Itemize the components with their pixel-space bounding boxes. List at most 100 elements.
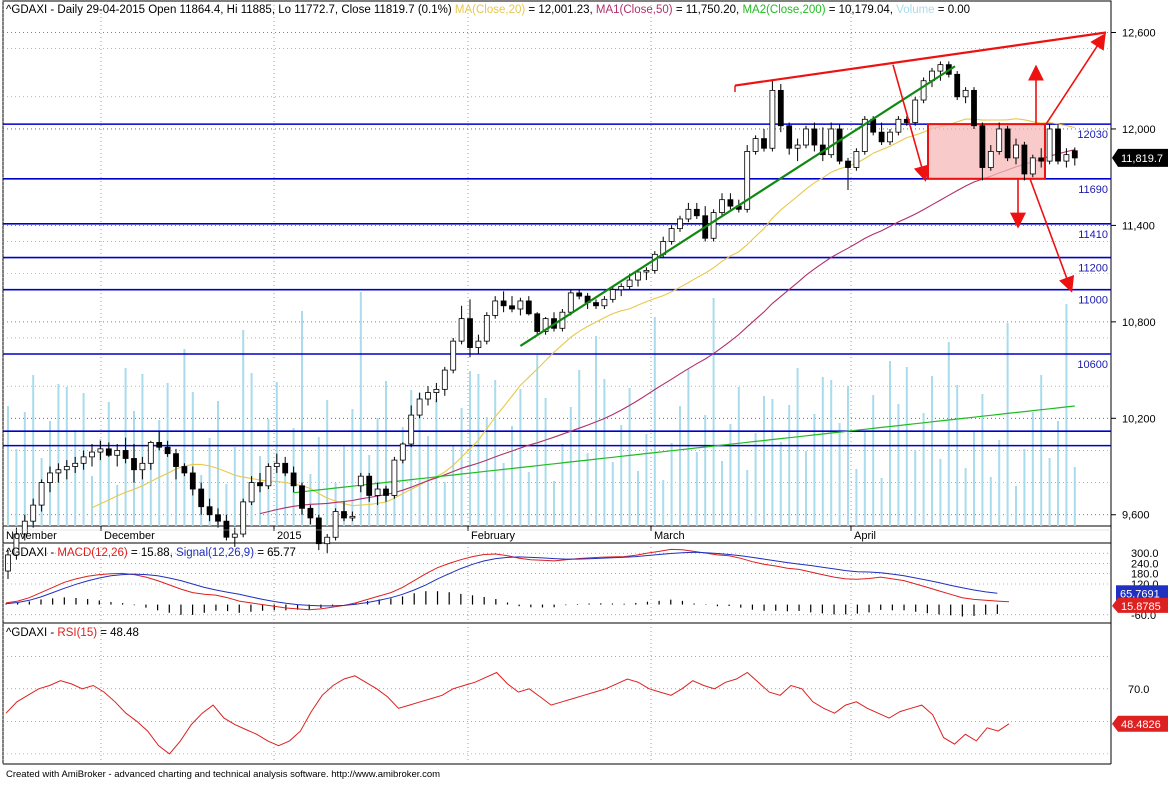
candle-down — [156, 442, 163, 448]
candle-up — [441, 369, 448, 390]
volume-bar — [721, 461, 723, 526]
volume-bar — [250, 373, 253, 526]
candle-down — [189, 472, 196, 490]
volume-bar — [704, 415, 707, 526]
volume-bar — [343, 446, 345, 526]
candle-down — [299, 485, 305, 509]
volume-bar — [1057, 421, 1059, 526]
candle-up — [332, 511, 339, 538]
candle-down — [845, 160, 851, 168]
volume-bar — [32, 375, 35, 526]
candle-down — [878, 131, 885, 143]
ma200-value: = 10,179.04, — [829, 4, 893, 16]
consolidation-box — [927, 123, 1046, 180]
candle-up — [567, 292, 574, 313]
volume-bar — [695, 452, 698, 526]
candle-down — [366, 475, 373, 496]
macd-tag: 15.8785 — [1121, 601, 1161, 613]
candle-down — [509, 305, 515, 310]
candle-down — [105, 448, 112, 456]
volume-bar — [645, 434, 648, 526]
candle-down — [1021, 144, 1028, 175]
rsi-label: RSI(15) — [57, 627, 97, 639]
price-axis-label: 9,600 — [1122, 510, 1150, 522]
volume-bar — [359, 292, 362, 526]
volume-bar — [334, 483, 337, 526]
volume-bar — [309, 474, 312, 526]
candle-down — [727, 199, 734, 207]
volume-bar — [477, 374, 480, 526]
candle-down — [693, 208, 700, 217]
candle-up — [63, 466, 70, 471]
candle-down — [1055, 128, 1061, 162]
ma20-value: = 12,001.23, — [528, 4, 592, 16]
ohlc-text: Open 11864.4, Hi 11885, Lo 11772.7, Clos… — [148, 4, 452, 16]
candle-up — [635, 271, 641, 281]
candle-down — [525, 300, 532, 315]
ma200-line — [293, 405, 1075, 494]
rsi-value: = 48.48 — [100, 627, 139, 639]
volume-bar — [410, 390, 413, 526]
candle-up — [483, 315, 490, 342]
candle-up — [324, 536, 331, 545]
candle-down — [1004, 128, 1011, 159]
candle-down — [500, 300, 507, 307]
candle-up — [685, 208, 692, 220]
volume-label: Volume — [896, 4, 934, 16]
price-axis-label: 12,000 — [1122, 124, 1156, 136]
target-down-arrow — [1029, 178, 1075, 293]
volume-bar — [141, 374, 144, 526]
volume-bar — [754, 433, 757, 526]
candle-down — [315, 517, 322, 545]
volume-bar — [74, 430, 77, 526]
candle-down — [979, 125, 986, 168]
volume-bar — [779, 442, 782, 526]
candle-down — [223, 520, 230, 538]
last-price-tag-bg — [1112, 148, 1168, 167]
date: 29-04-2015 — [86, 4, 145, 16]
volume-bar — [821, 377, 824, 526]
macd-axis-label: 300.0 — [1131, 548, 1159, 560]
volume-bar — [662, 480, 665, 526]
volume-bar — [687, 369, 690, 526]
volume-bar — [897, 404, 900, 526]
candle-up — [517, 300, 524, 310]
price-axis-label: 11,400 — [1122, 220, 1155, 232]
candle-up — [744, 151, 751, 210]
macd-title-prefix: ^GDAXI - — [6, 547, 54, 559]
signal-label: Signal(12,26,9) — [176, 547, 254, 559]
candle-down — [593, 302, 599, 307]
candle-down — [164, 446, 171, 455]
macd-tag-bg — [1112, 597, 1168, 613]
candle-up — [601, 298, 608, 307]
volume-bar — [947, 342, 950, 526]
candle-up — [5, 554, 11, 572]
candle-up — [1046, 128, 1053, 162]
volume-bar — [880, 478, 883, 526]
volume-bar — [158, 420, 161, 526]
macd-axis-label: 240.0 — [1131, 558, 1159, 570]
volume-bar — [922, 413, 925, 526]
macd-axis-label: 180.0 — [1131, 569, 1159, 581]
volume-bar — [284, 465, 287, 526]
candle-up — [72, 462, 79, 467]
macd-pane-header: ^GDAXI - MACD(12,26) = 15.88, Signal(12,… — [6, 547, 296, 559]
symbol: ^GDAXI — [6, 4, 47, 16]
candle-up — [1063, 154, 1070, 162]
candle-up — [937, 64, 944, 72]
volume-bar — [998, 440, 1001, 526]
volume-bar — [107, 402, 110, 526]
candle-up — [996, 128, 1003, 152]
signal-tag-bg — [1116, 585, 1168, 601]
resistance-line — [734, 31, 1107, 87]
ma20-line — [91, 118, 1075, 509]
candle-down — [307, 507, 314, 519]
candle-up — [643, 270, 650, 273]
candle-up — [542, 318, 549, 332]
x-axis-label: 2015 — [277, 530, 301, 542]
volume-bar — [679, 406, 681, 526]
volume-bar — [435, 399, 438, 526]
candle-up — [458, 318, 465, 342]
